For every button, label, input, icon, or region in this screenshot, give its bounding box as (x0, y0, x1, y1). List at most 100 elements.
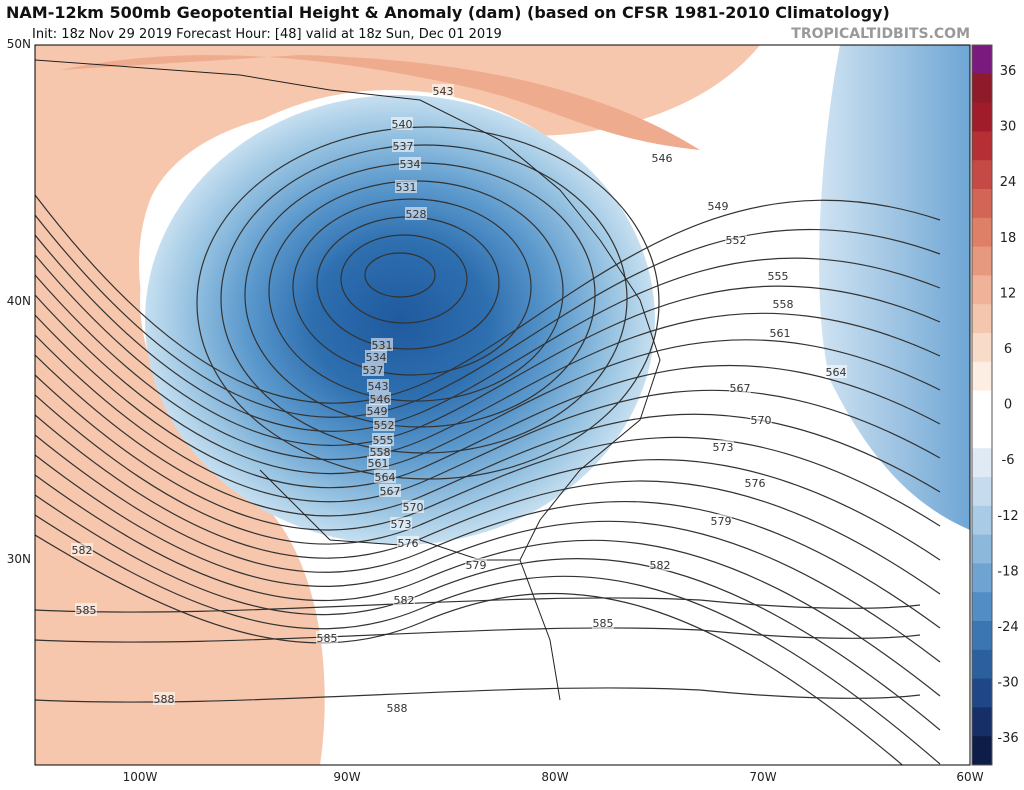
contour-label-bg (769, 326, 791, 339)
colorbar-tick-label: 12 (1000, 286, 1017, 301)
contour-label-bg (399, 157, 421, 170)
atlantic-anomaly (819, 45, 970, 530)
contour (35, 414, 941, 595)
contour-label: 552 (726, 234, 747, 247)
contour-label-bg (744, 476, 766, 489)
contour-label: 546 (370, 393, 391, 406)
latitude-label: 50N (7, 37, 31, 51)
contour-label: 534 (366, 351, 387, 364)
contour-label-bg (393, 593, 415, 606)
contour-label: 537 (393, 140, 414, 153)
contour-label-bg (386, 701, 408, 714)
contour-label: 561 (770, 327, 791, 340)
contour-label-bg (707, 199, 729, 212)
contour (35, 454, 941, 663)
colorbar-tick-label: -24 (997, 620, 1018, 635)
contour (340, 234, 468, 324)
subtitle: Init: 18z Nov 29 2019 Forecast Hour: [48… (32, 27, 502, 42)
colorbar-segment (972, 304, 992, 334)
contour-label-bg (710, 514, 732, 527)
colorbar-segment (972, 534, 992, 564)
contour-label-bg (592, 616, 614, 629)
colorbar-segment (972, 390, 992, 420)
contour-label: 558 (370, 446, 391, 459)
longitude-label: 60W (956, 770, 983, 784)
colorbar-segment (972, 361, 992, 392)
contour-label: 567 (730, 382, 751, 395)
contour (35, 597, 921, 613)
contour-label-bg (651, 151, 673, 164)
contour-label-bg (750, 413, 772, 426)
contour-label: 564 (375, 471, 396, 484)
contour-label-bg (712, 440, 734, 453)
contour-label-bg (316, 631, 338, 644)
contour (364, 252, 436, 298)
contour-label: 588 (154, 693, 175, 706)
contour-label: 555 (373, 434, 394, 447)
contour (35, 434, 941, 629)
colorbar-segment (972, 707, 992, 737)
colorbar-tick-label: -36 (997, 731, 1018, 746)
colorbar-segment (972, 592, 992, 622)
contour-label-bg (371, 338, 393, 351)
colorbar-segment (972, 246, 992, 276)
contour-label-bg (366, 404, 388, 417)
contour-label-bg (362, 363, 384, 376)
contour-label-bg (432, 84, 454, 97)
contour-label: 585 (593, 617, 614, 630)
contour (35, 234, 941, 432)
contour (35, 474, 941, 697)
contour-label: 573 (713, 441, 734, 454)
contour (35, 394, 941, 561)
contour-label: 573 (391, 518, 412, 531)
contour-label: 543 (433, 85, 454, 98)
contour-label: 582 (72, 544, 93, 557)
latitude-label: 40N (7, 294, 31, 308)
contour-label: 546 (652, 152, 673, 165)
brand: TROPICALTIDBITS.COM (791, 26, 970, 42)
title: NAM-12km 500mb Geopotential Height & Ano… (6, 3, 890, 22)
map-frame (34, 44, 971, 766)
contour-label-bg (374, 470, 396, 483)
contour-label-bg (71, 543, 93, 556)
colorbar-segment (972, 189, 992, 219)
contour-label-bg (75, 603, 97, 616)
contour-label: 540 (392, 118, 413, 131)
contour-label-bg (729, 381, 751, 394)
contour (35, 194, 941, 404)
contour-label-bg (369, 445, 391, 458)
colorbar-segment (972, 448, 992, 478)
contour-label-bg (772, 297, 794, 310)
contour-label: 564 (826, 366, 847, 379)
contour (35, 534, 904, 765)
positive-anomaly (35, 45, 760, 765)
contour-label: 534 (400, 158, 421, 171)
contour-label-bg (649, 558, 671, 571)
contour-label-bg (767, 269, 789, 282)
contour-label: 531 (396, 181, 417, 194)
contour-label: 579 (711, 515, 732, 528)
contour-label-bg (392, 139, 414, 152)
contour-label-bg (372, 433, 394, 446)
colorbar-segment (972, 275, 992, 305)
contour-label-bg (379, 484, 401, 497)
contour (35, 374, 941, 531)
colorbar-segment (972, 649, 992, 680)
contour-label: 588 (387, 702, 408, 715)
contour (35, 314, 941, 489)
colorbar-segment (972, 621, 992, 651)
colorbar-tick-label: 36 (1000, 64, 1017, 79)
contour-label: 555 (768, 270, 789, 283)
colorbar: 36 30 24 18 12 6 0 -6 -12 -18 -24 -30 -36 (971, 44, 1019, 766)
contour-label: 582 (650, 559, 671, 572)
colorbar-tick-label: -6 (1002, 453, 1015, 468)
contour-label: 585 (76, 604, 97, 617)
colorbar-frame (971, 44, 993, 766)
longitude-label: 90W (333, 770, 360, 784)
contour-label-bg (367, 456, 389, 469)
contour-label: 549 (708, 200, 729, 213)
colorbar-segment (972, 333, 992, 363)
contour-label: 579 (466, 559, 487, 572)
